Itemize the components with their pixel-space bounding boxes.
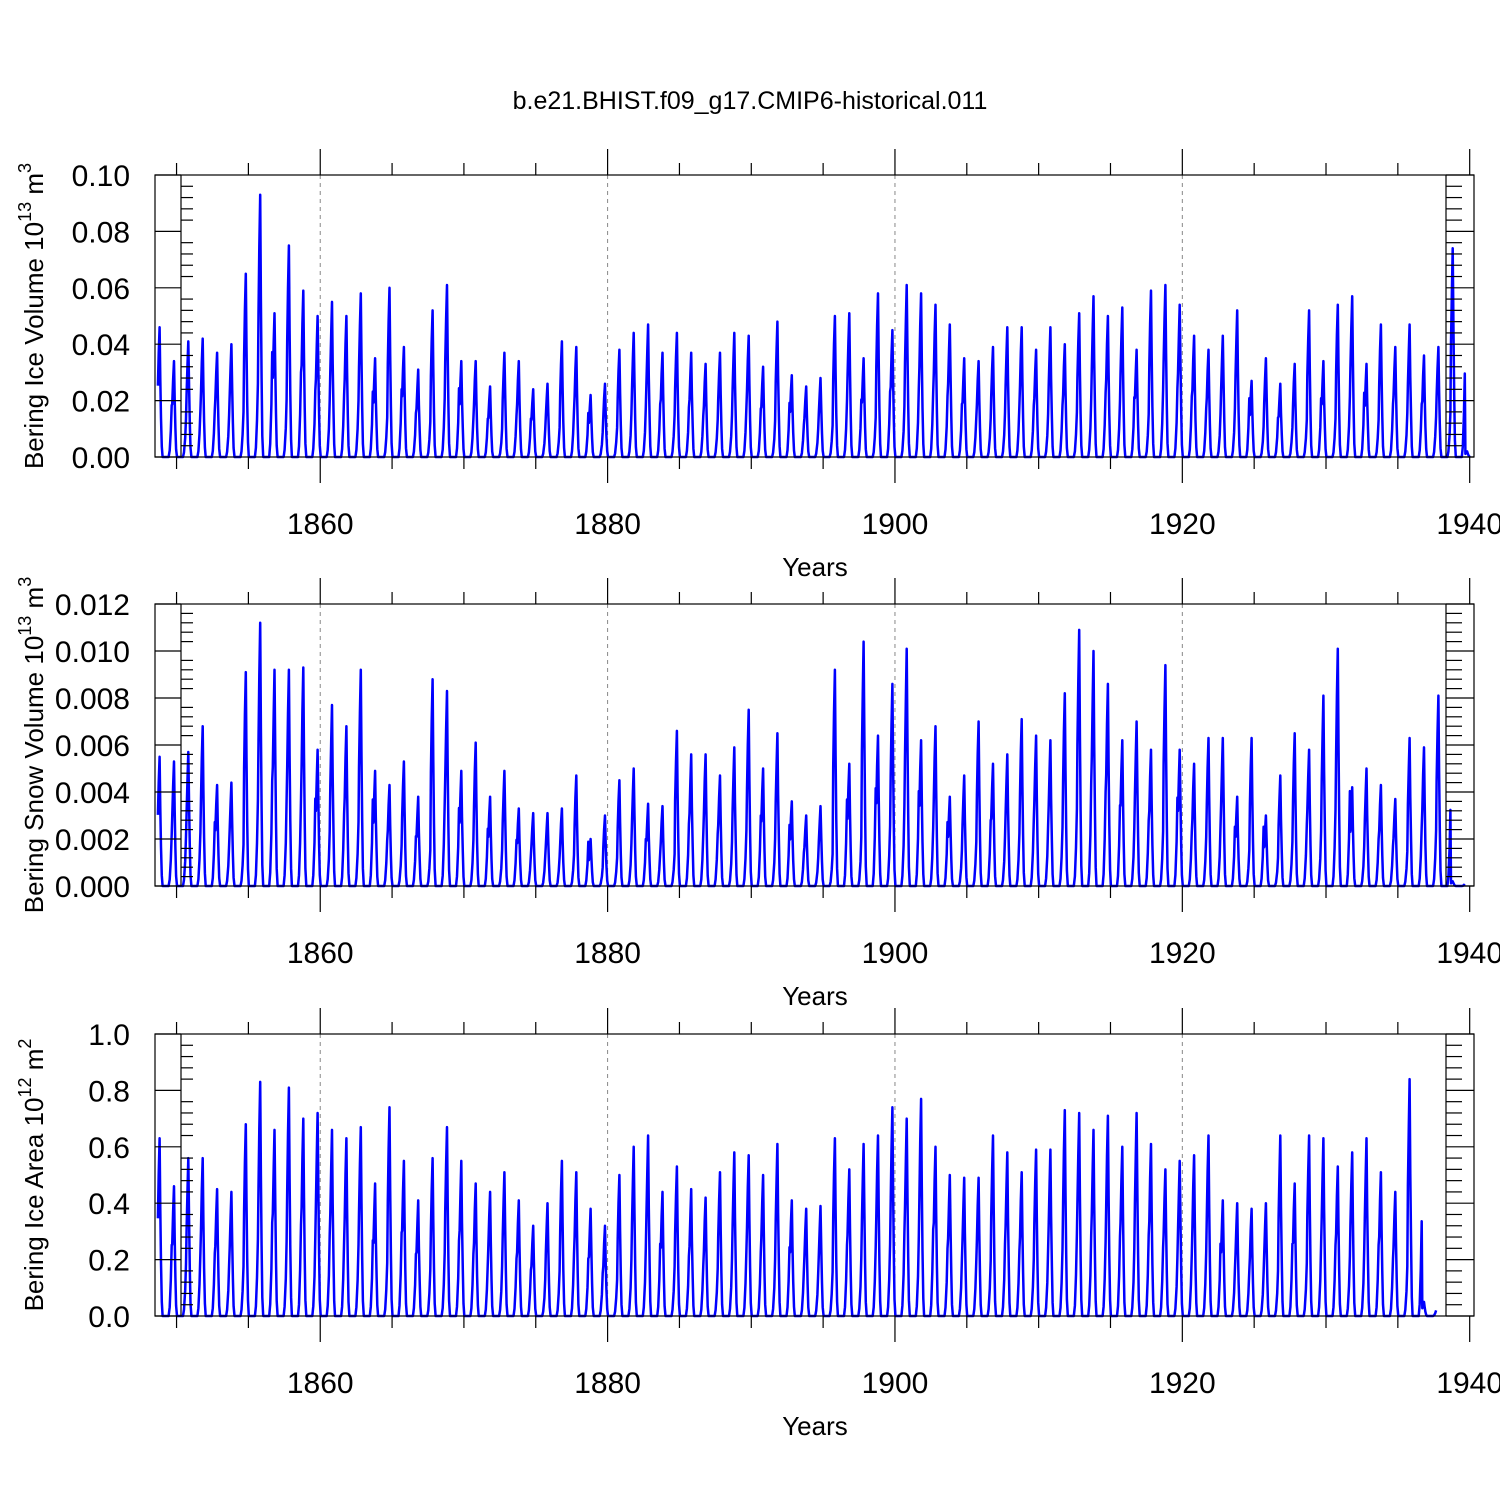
y-label-exp: 12 — [15, 1077, 35, 1097]
x-tick-label: 1940 — [1436, 1367, 1500, 1400]
series-line-ice-volume — [156, 193, 1471, 459]
y-tick-label: 0.012 — [55, 589, 130, 622]
y-axis-label: Bering Ice Area 1012 m2 — [15, 1039, 49, 1312]
y-tick-label: 0.02 — [72, 386, 130, 419]
x-axis-label: Years — [782, 981, 848, 1011]
x-tick-label: 1900 — [862, 1367, 929, 1400]
x-tick-label: 1920 — [1149, 508, 1216, 541]
y-tick-label: 1.0 — [88, 1019, 130, 1052]
y-tick-label: 0.004 — [55, 777, 130, 810]
y-label-exp: 13 — [15, 616, 35, 636]
y-label-text: Bering Ice Area 10 — [19, 1098, 49, 1312]
x-tick-label: 1940 — [1436, 937, 1500, 970]
y-tick-label: 0.002 — [55, 824, 130, 857]
series-line-snow-volume — [156, 621, 1466, 888]
y-label-text: Bering Ice Volume 10 — [19, 222, 49, 469]
y-tick-label: 0.4 — [88, 1188, 130, 1221]
y-axis-label: Bering Snow Volume 1013 m3 — [15, 577, 49, 913]
y-label-unit-exp: 3 — [15, 163, 35, 173]
plot-frame — [154, 603, 1475, 887]
x-tick-label: 1880 — [574, 1367, 641, 1400]
y-label-unit-exp: 2 — [15, 1039, 35, 1049]
panel-ice-volume: 0.00 0.02 0.04 0.06 0.08 0.10 1860 1880 1900 1920… — [15, 149, 1500, 582]
y-tick-label: 0.04 — [72, 329, 130, 362]
x-tick-label: 1900 — [862, 508, 929, 541]
x-tick-label: 1920 — [1149, 1367, 1216, 1400]
y-tick-label: 0.006 — [55, 730, 130, 763]
y-label-unit: m — [19, 1049, 49, 1078]
x-axis-label: Years — [782, 552, 848, 582]
x-tick-label: 1940 — [1436, 508, 1500, 541]
x-tick-label: 1900 — [862, 937, 929, 970]
x-tick-label: 1860 — [287, 508, 354, 541]
y-label-unit-exp: 3 — [15, 577, 35, 587]
y-tick-label: 0.8 — [88, 1075, 130, 1108]
x-tick-label: 1920 — [1149, 937, 1216, 970]
y-tick-label: 0.010 — [55, 636, 130, 669]
x-tick-label: 1880 — [574, 937, 641, 970]
y-tick-label: 0.08 — [72, 216, 130, 249]
y-label-unit: m — [19, 173, 49, 202]
panel-ice-area: 0.0 0.2 0.4 0.6 0.8 1.0 1860 1880 1900 1920 1940 Ye… — [15, 1008, 1500, 1441]
plot-frame — [154, 1033, 1475, 1317]
y-tick-label: 0.0 — [88, 1301, 130, 1334]
y-tick-label: 0.000 — [55, 871, 130, 904]
plot-frame — [154, 174, 1475, 458]
y-tick-label: 0.00 — [72, 442, 130, 475]
panel-snow-volume: 0.000 0.002 0.004 0.006 0.008 0.010 0.012 1860 1… — [15, 577, 1500, 1011]
figure-title: b.e21.BHIST.f09_g17.CMIP6-historical.011 — [513, 87, 988, 115]
y-tick-label: 0.06 — [72, 273, 130, 306]
y-tick-label: 0.2 — [88, 1245, 130, 1278]
y-axis-label: Bering Ice Volume 1013 m3 — [15, 163, 49, 469]
y-tick-label: 0.6 — [88, 1132, 130, 1165]
x-tick-label: 1860 — [287, 937, 354, 970]
y-tick-label: 0.008 — [55, 683, 130, 716]
y-label-unit: m — [19, 587, 49, 616]
y-label-text: Bering Snow Volume 10 — [19, 636, 49, 914]
series-line-ice-area — [156, 1077, 1438, 1318]
x-axis-label: Years — [782, 1411, 848, 1441]
x-tick-label: 1860 — [287, 1367, 354, 1400]
x-tick-label: 1880 — [574, 508, 641, 541]
y-tick-label: 0.10 — [72, 160, 130, 193]
y-label-exp: 13 — [15, 202, 35, 222]
